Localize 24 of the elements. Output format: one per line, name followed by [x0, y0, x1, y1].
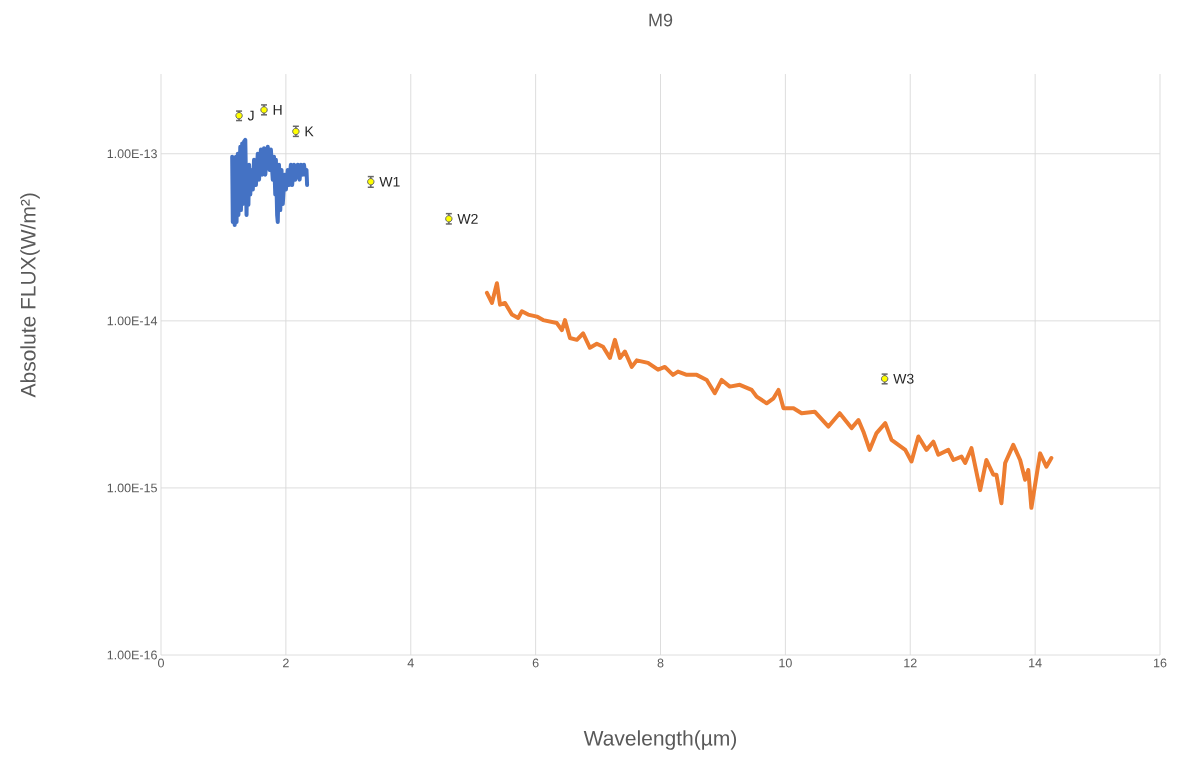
x-tick-label: 10: [779, 658, 792, 668]
chart-title: M9: [649, 13, 673, 27]
y-tick-label: 1.00E-15: [107, 483, 157, 493]
annotation: W2: [457, 213, 478, 224]
annotation: H: [273, 105, 282, 115]
x-tick-label: 4: [407, 658, 414, 668]
x-tick-label: 6: [532, 658, 539, 668]
y-tick-label: 1.00E-13: [107, 149, 157, 159]
x-tick-label: 16: [1154, 658, 1167, 668]
x-tick-label: 0: [158, 658, 164, 668]
line-series: [230, 137, 310, 227]
y-axis-title: Absolute FLUX(W/m²): [20, 193, 40, 398]
annotation: W3: [893, 373, 914, 384]
y-tick-label: 1.00E-14: [107, 316, 158, 326]
annotation: K: [305, 126, 314, 137]
annotation: J: [247, 110, 254, 121]
line-series: [484, 281, 1054, 510]
x-tick-label: 12: [904, 658, 917, 668]
annotation: W1: [379, 176, 400, 187]
y-tick-label: 1.00E-16: [107, 650, 157, 660]
x-axis-title: Wavelength(µm): [583, 730, 737, 750]
x-tick-label: 14: [1029, 658, 1042, 668]
x-tick-label: 2: [283, 658, 289, 668]
x-tick-label: 8: [657, 658, 664, 668]
